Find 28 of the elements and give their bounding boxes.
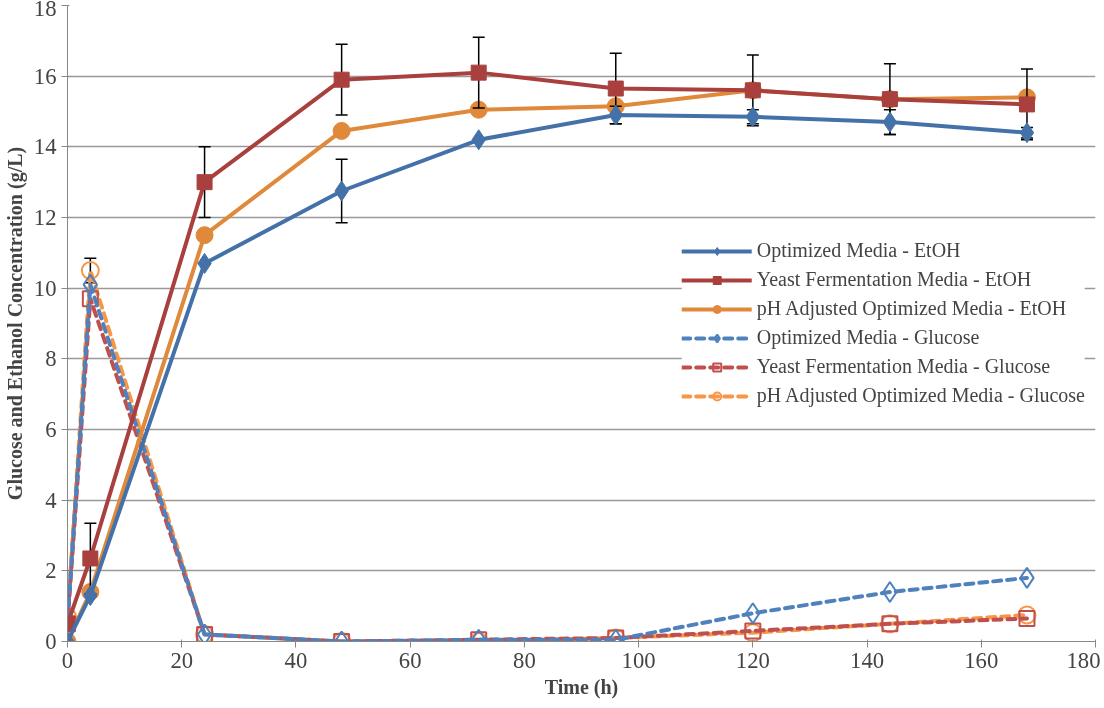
- y-tick-label: 10: [33, 275, 57, 301]
- y-axis-title: Glucose and Ethanol Concentration (g/L): [3, 146, 27, 501]
- x-tick-label: 60: [398, 647, 422, 673]
- legend-label: Optimized Media - EtOH: [756, 239, 961, 262]
- legend-label: Optimized Media - Glucose: [756, 326, 980, 349]
- y-tick-label: 16: [33, 63, 57, 89]
- y-tick-label: 4: [45, 487, 57, 513]
- x-tick-label: 140: [850, 647, 885, 673]
- x-tick-label: 20: [170, 647, 194, 673]
- y-tick-label: 8: [45, 346, 57, 372]
- x-tick-label: 40: [284, 647, 308, 673]
- legend-label: Yeast Fermentation Media - Glucose: [756, 355, 1051, 378]
- y-tick-label: 0: [45, 629, 57, 654]
- y-tick-label: 6: [45, 417, 57, 442]
- x-tick-label: 180: [1066, 647, 1101, 673]
- legend-label: pH Adjusted Optimized Media - Glucose: [756, 384, 1085, 407]
- y-tick-label: 2: [45, 558, 57, 584]
- legend-label: Yeast Fermentation Media - EtOH: [756, 268, 1032, 291]
- x-tick-label: 100: [621, 647, 656, 673]
- y-tick-label: 12: [33, 205, 57, 230]
- legend-label: pH Adjusted Optimized Media - EtOH: [756, 297, 1067, 320]
- y-tick-label: 14: [33, 134, 57, 160]
- x-axis-title: Time (h): [544, 675, 619, 699]
- x-tick-label: 0: [61, 647, 74, 673]
- y-tick-label: 18: [33, 0, 57, 21]
- x-tick-label: 160: [964, 647, 999, 673]
- x-tick-label: 80: [513, 647, 536, 673]
- x-tick-label: 120: [735, 647, 770, 673]
